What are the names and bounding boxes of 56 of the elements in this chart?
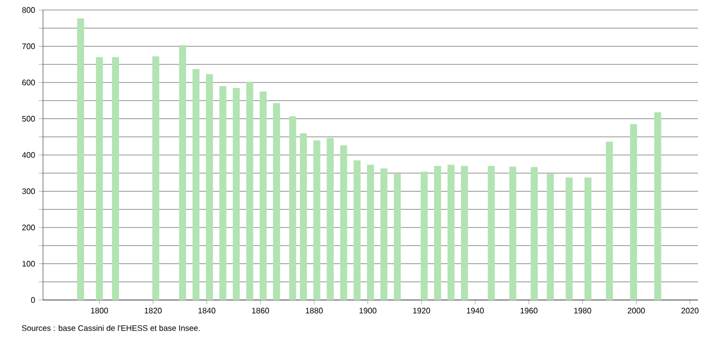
bar — [300, 133, 307, 300]
bar — [394, 174, 401, 300]
y-tick-label: 0 — [31, 297, 35, 303]
bar — [380, 168, 388, 300]
bar — [584, 177, 592, 300]
bar — [246, 82, 254, 300]
x-tick-label: 2020 — [681, 308, 699, 314]
bar — [509, 166, 516, 300]
x-tick-label: 1800 — [91, 308, 108, 314]
y-tick-label: 300 — [22, 188, 35, 194]
bar — [566, 177, 573, 300]
x-tick-label: 1920 — [413, 308, 430, 314]
y-tick-label: 800 — [22, 7, 35, 13]
x-tick-label: 1940 — [466, 308, 484, 314]
y-tick-label: 500 — [22, 116, 35, 122]
y-tick-label: 100 — [22, 260, 35, 267]
bar — [367, 164, 374, 300]
bar — [488, 166, 495, 300]
x-tick-label: 1860 — [252, 308, 270, 314]
y-tick-label: 700 — [22, 43, 35, 50]
bar — [606, 142, 613, 300]
bar — [434, 166, 442, 300]
bar — [152, 56, 160, 300]
y-tick-label: 200 — [22, 224, 35, 230]
bar — [289, 116, 296, 300]
x-tick-label: 1820 — [144, 308, 162, 314]
x-tick-label: 1960 — [520, 308, 538, 314]
bar — [530, 166, 538, 300]
x-tick-label: 2000 — [628, 308, 645, 314]
bar — [192, 69, 200, 300]
bar — [219, 86, 226, 300]
bar — [448, 164, 455, 300]
bar — [96, 57, 103, 300]
bar — [630, 124, 638, 300]
x-tick-label: 1880 — [306, 308, 323, 314]
x-tick-label: 1840 — [198, 308, 216, 314]
bar — [260, 92, 267, 300]
bar — [420, 172, 428, 300]
bar — [654, 112, 662, 300]
source-note: Sources : base Cassini de l'EHESS et base Insee. — [22, 325, 200, 331]
bar — [326, 138, 334, 300]
bar — [179, 45, 186, 300]
bar — [354, 160, 361, 300]
y-tick-label: 400 — [22, 152, 35, 158]
bar — [546, 174, 554, 300]
bar — [460, 166, 468, 300]
x-tick-label: 1900 — [360, 308, 376, 314]
bar — [313, 140, 320, 300]
bar — [273, 103, 280, 300]
y-tick-label: 600 — [22, 80, 35, 86]
bar — [340, 145, 348, 300]
bar — [77, 18, 84, 300]
x-tick-label: 1980 — [574, 308, 592, 314]
bar — [112, 57, 119, 300]
bar — [232, 88, 240, 300]
bar — [206, 74, 213, 300]
